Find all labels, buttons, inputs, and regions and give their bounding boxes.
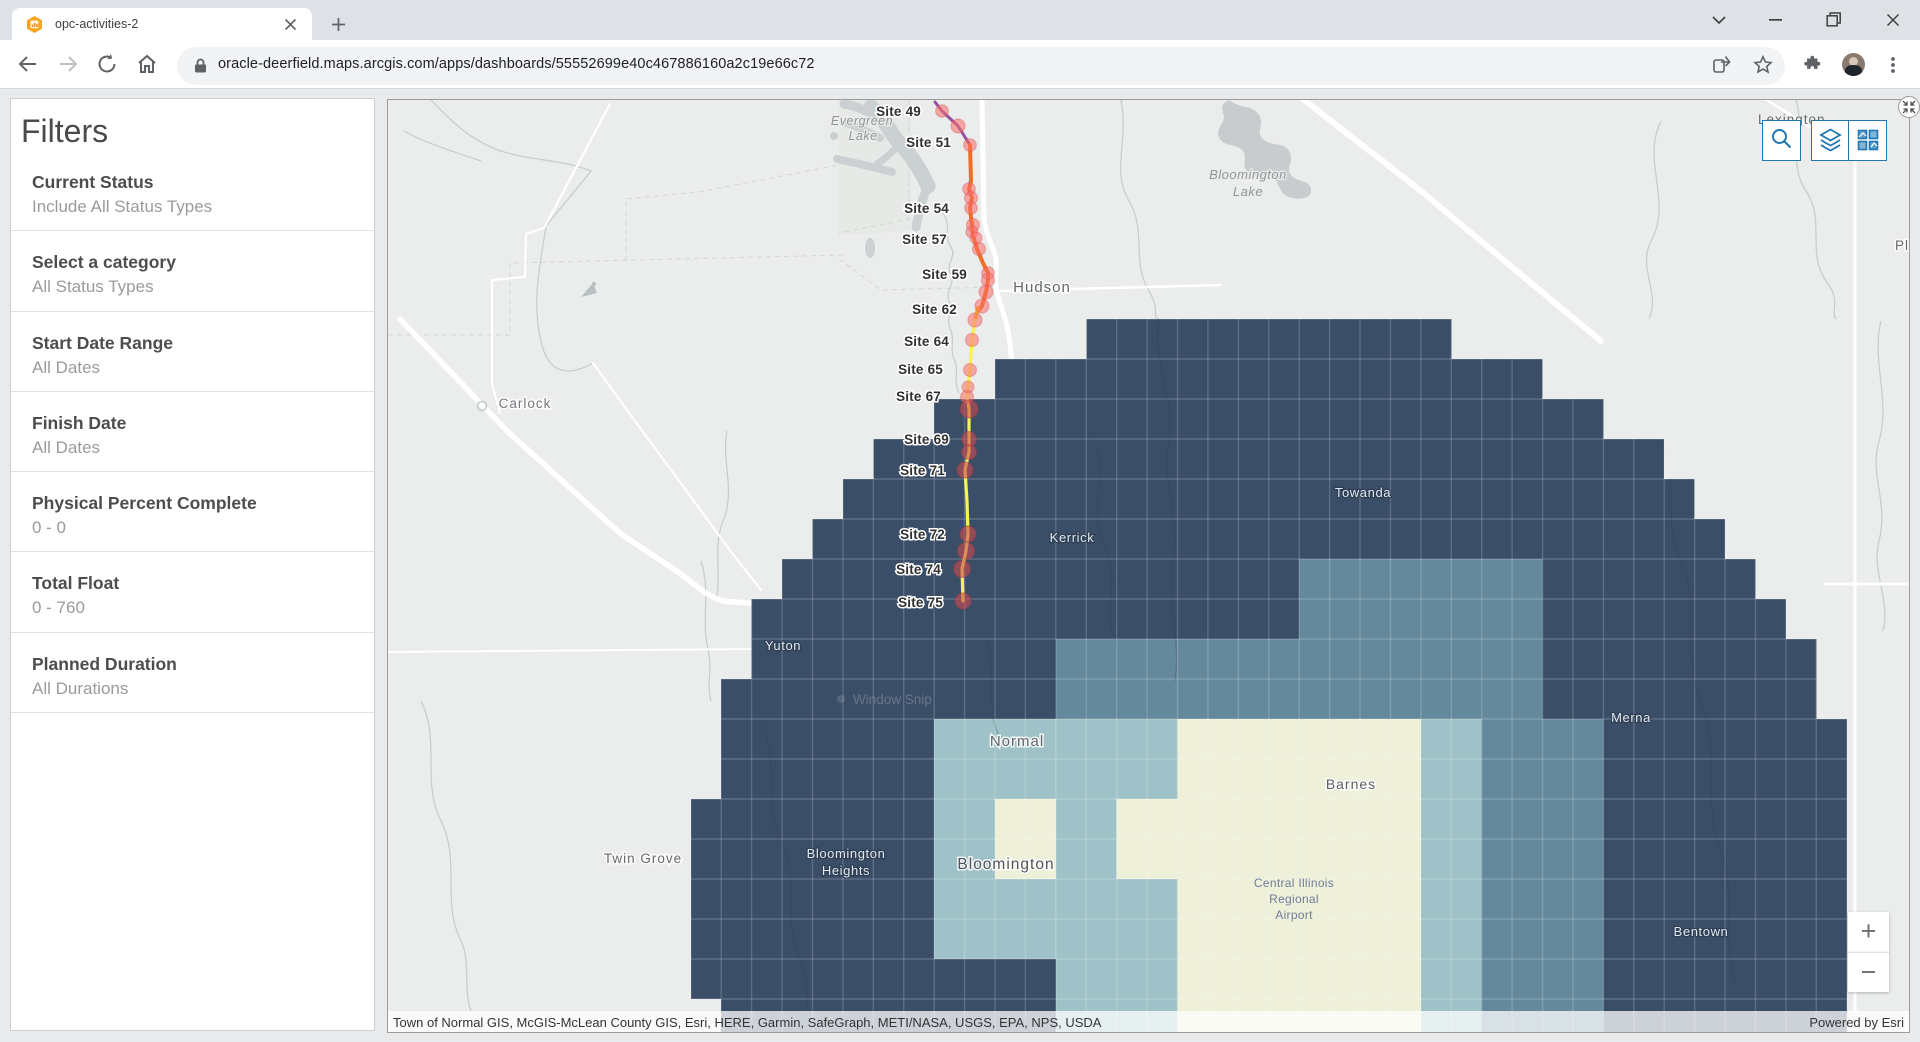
svg-text:Merna: Merna: [1611, 710, 1651, 725]
svg-text:Central Illinois: Central Illinois: [1254, 876, 1334, 890]
svg-text:Site 54: Site 54: [904, 201, 949, 216]
svg-text:Airport: Airport: [1275, 908, 1313, 922]
svg-text:Site 49: Site 49: [876, 104, 921, 119]
svg-text:Powered by Esri: Powered by Esri: [1809, 1015, 1904, 1030]
svg-text:Yuton: Yuton: [765, 638, 801, 653]
svg-text:Towanda: Towanda: [1335, 485, 1391, 500]
svg-text:Site 71: Site 71: [900, 463, 945, 478]
svg-text:Kerrick: Kerrick: [1050, 530, 1095, 545]
svg-text:Site 74: Site 74: [896, 562, 941, 577]
svg-text:Heights: Heights: [822, 863, 870, 878]
svg-text:Site 59: Site 59: [922, 267, 967, 282]
svg-text:Site 65: Site 65: [898, 362, 943, 377]
svg-text:Site 64: Site 64: [904, 334, 949, 349]
svg-text:Bloomington: Bloomington: [1209, 167, 1287, 182]
svg-text:Site 72: Site 72: [900, 527, 945, 542]
svg-text:Site 67: Site 67: [896, 389, 941, 404]
svg-text:Barnes: Barnes: [1326, 776, 1376, 792]
svg-text:Bloomington: Bloomington: [807, 846, 886, 861]
svg-text:Town of Normal GIS, McGIS-McLe: Town of Normal GIS, McGIS-McLean County …: [393, 1015, 1102, 1030]
svg-text:Hudson: Hudson: [1013, 279, 1071, 296]
svg-text:Normal: Normal: [990, 733, 1044, 750]
svg-text:Carlock: Carlock: [499, 396, 552, 411]
svg-text:Site 62: Site 62: [912, 302, 957, 317]
svg-text:Site 57: Site 57: [902, 232, 947, 247]
svg-text:Evergreen: Evergreen: [831, 114, 893, 128]
svg-text:Lake: Lake: [1233, 184, 1263, 199]
svg-text:Twin Grove: Twin Grove: [604, 851, 682, 866]
svg-text:Window Snip: Window Snip: [853, 692, 932, 707]
svg-text:Bentown: Bentown: [1674, 924, 1729, 939]
svg-text:Regional: Regional: [1269, 892, 1319, 906]
svg-text:Lake: Lake: [848, 129, 877, 143]
svg-text:Site 69: Site 69: [904, 432, 949, 447]
svg-text:Site 75: Site 75: [898, 595, 943, 610]
svg-text:Bloomington: Bloomington: [957, 856, 1054, 873]
svg-text:Site 51: Site 51: [906, 135, 951, 150]
svg-text:Pl: Pl: [1895, 238, 1909, 253]
